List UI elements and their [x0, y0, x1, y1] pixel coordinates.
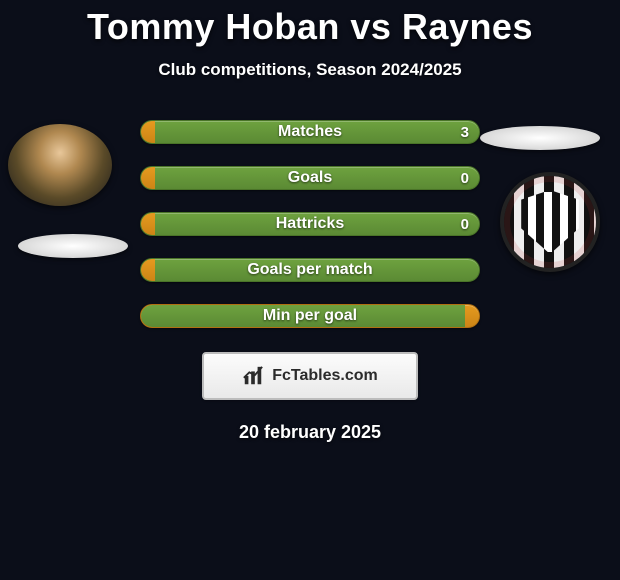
- stat-label: Matches: [141, 123, 479, 141]
- player-left-avatar: [8, 124, 112, 206]
- stat-right-value: 3: [461, 124, 469, 141]
- stat-row-goals-per-match: Goals per match: [140, 258, 480, 282]
- player-right-crest: [500, 172, 600, 272]
- bar-badge-right: [480, 126, 600, 150]
- stat-label: Goals per match: [141, 261, 479, 279]
- brand-text: FcTables.com: [272, 367, 378, 385]
- stat-row-hattricks: Hattricks 0: [140, 212, 480, 236]
- stat-label: Goals: [141, 169, 479, 187]
- stat-label: Min per goal: [141, 307, 479, 325]
- footer-date: 20 february 2025: [0, 422, 620, 443]
- stat-row-min-per-goal: Min per goal: [140, 304, 480, 328]
- bar-chart-icon: [242, 365, 264, 387]
- page-title: Tommy Hoban vs Raynes: [0, 6, 620, 48]
- stat-row-matches: Matches 3: [140, 120, 480, 144]
- page-root: Tommy Hoban vs Raynes Club competitions,…: [0, 0, 620, 580]
- page-subtitle: Club competitions, Season 2024/2025: [0, 60, 620, 80]
- stat-row-goals: Goals 0: [140, 166, 480, 190]
- stat-label: Hattricks: [141, 215, 479, 233]
- stat-right-value: 0: [461, 170, 469, 187]
- stat-right-value: 0: [461, 216, 469, 233]
- bar-badge-left: [18, 234, 128, 258]
- brand-badge[interactable]: FcTables.com: [202, 352, 418, 400]
